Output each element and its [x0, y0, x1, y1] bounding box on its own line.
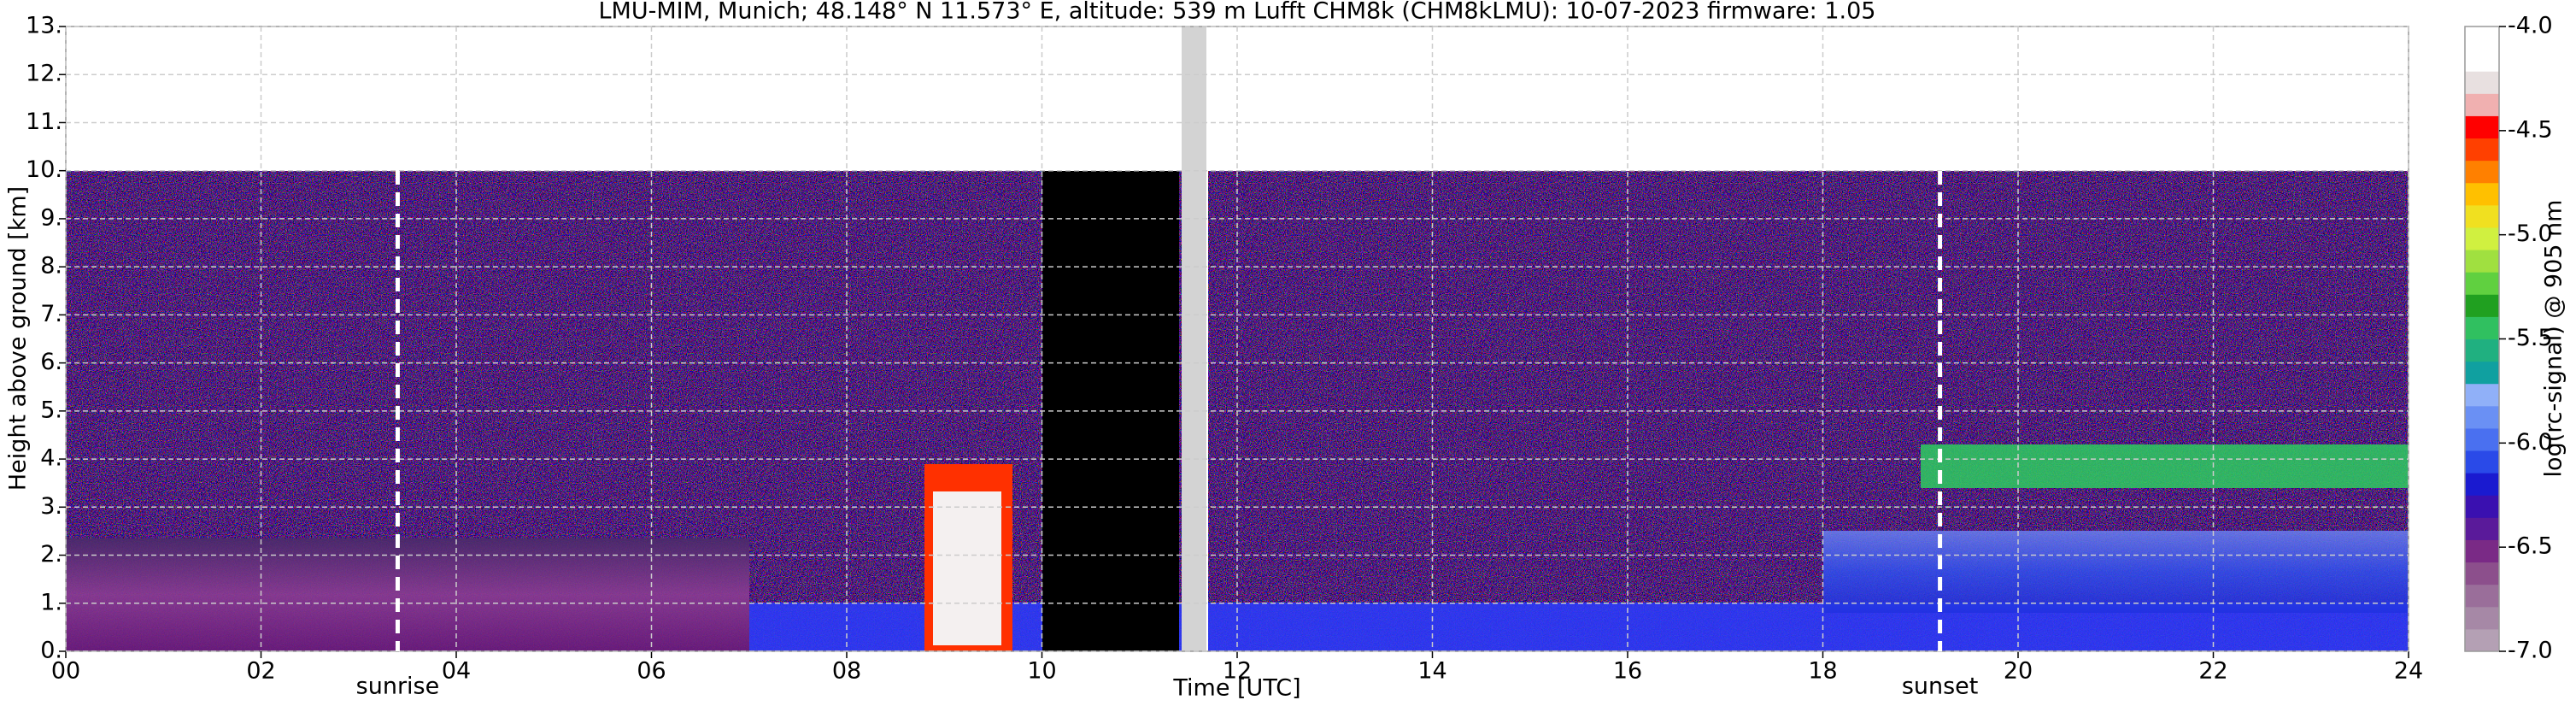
colorbar-bin — [2465, 227, 2499, 250]
colorbar-bin — [2465, 450, 2499, 474]
annotation-label: sunrise — [356, 674, 440, 700]
colorbar-bin — [2465, 338, 2499, 362]
y-tick-label: 10. — [26, 156, 62, 183]
colorbar-tick-label: -4.0 — [2508, 13, 2553, 39]
y-axis-label: Height above ground [km] — [5, 186, 32, 491]
y-tick-label: 7. — [40, 301, 62, 327]
colorbar-bin — [2465, 495, 2499, 518]
x-tick-label: 10 — [1027, 658, 1056, 685]
data-gap — [1182, 26, 1206, 651]
colorbar-bin — [2465, 294, 2499, 317]
y-tick-label: 0. — [40, 638, 62, 664]
x-tick-label: 02 — [246, 658, 275, 685]
y-tick-label: 9. — [40, 204, 62, 231]
chart-title: LMU-MIM, Munich; 48.148° N 11.573° E, al… — [599, 0, 1876, 25]
colorbar-tick-label: -6.5 — [2508, 533, 2553, 560]
x-tick-label: 00 — [51, 658, 80, 685]
colorbar-tick-label: -5.5 — [2508, 325, 2553, 351]
x-tick-label: 22 — [2198, 658, 2227, 685]
x-tick-label: 24 — [2394, 658, 2423, 685]
y-tick-label: 2. — [40, 541, 62, 568]
x-tick-label: 20 — [2004, 658, 2033, 685]
colorbar-bin — [2465, 427, 2499, 451]
x-tick-label: 12 — [1223, 658, 1252, 685]
colorbar-bin — [2465, 204, 2499, 228]
y-tick-label: 4. — [40, 445, 62, 472]
colorbar-bin — [2465, 606, 2499, 630]
colorbar-bin — [2465, 272, 2499, 295]
x-tick-label: 14 — [1417, 658, 1446, 685]
x-axis-label: Time [UTC] — [1172, 675, 1300, 702]
colorbar-bin — [2465, 182, 2499, 206]
colorbar-bin — [2465, 250, 2499, 273]
annotation-label: sunset — [1902, 674, 1979, 700]
y-tick-label: 5. — [40, 397, 62, 423]
colorbar-bin — [2465, 160, 2499, 184]
colorbar-bin — [2465, 473, 2499, 496]
colorbar-tick-label: -5.0 — [2508, 221, 2553, 247]
colorbar-bin — [2465, 361, 2499, 385]
colorbar-bin — [2465, 405, 2499, 429]
colorbar-bin — [2465, 517, 2499, 540]
y-tick-label: 13. — [26, 13, 62, 39]
x-tick-label: 04 — [442, 658, 471, 685]
colorbar-tick-label: -4.5 — [2508, 116, 2553, 143]
colorbar-bin — [2465, 115, 2499, 139]
colorbar-bin — [2465, 584, 2499, 608]
boundary-layer — [1823, 531, 2409, 613]
x-tick-label: 08 — [832, 658, 861, 685]
colorbar-bin — [2465, 383, 2499, 407]
colorbar-bin — [2465, 628, 2499, 652]
colorbar-tick-label: -7.0 — [2508, 638, 2553, 664]
boundary-layer — [66, 538, 749, 651]
colorbar-bin — [2465, 49, 2499, 72]
y-tick-label: 8. — [40, 253, 62, 279]
colorbar-bin — [2465, 93, 2499, 116]
colorbar-tick-label: -6.0 — [2508, 429, 2553, 456]
cloud — [933, 491, 1001, 645]
x-tick-label: 18 — [1808, 658, 1837, 685]
y-tick-label: 6. — [40, 349, 62, 375]
y-tick-label: 1. — [40, 589, 62, 615]
colorbar-label: log(rc-signal) @ 905 nm — [2541, 200, 2567, 478]
y-tick-label: 3. — [40, 493, 62, 520]
y-tick-label: 12. — [26, 61, 62, 87]
y-tick-label: 11. — [26, 109, 62, 135]
colorbar-bin — [2465, 562, 2499, 585]
x-tick-label: 16 — [1613, 658, 1642, 685]
colorbar-bin — [2465, 71, 2499, 94]
colorbar-bin — [2465, 138, 2499, 162]
colorbar-bin — [2465, 539, 2499, 563]
colorbar-bin — [2465, 26, 2499, 50]
x-tick-label: 06 — [637, 658, 666, 685]
cloud-layer — [1921, 444, 2409, 488]
colorbar-bin — [2465, 316, 2499, 339]
